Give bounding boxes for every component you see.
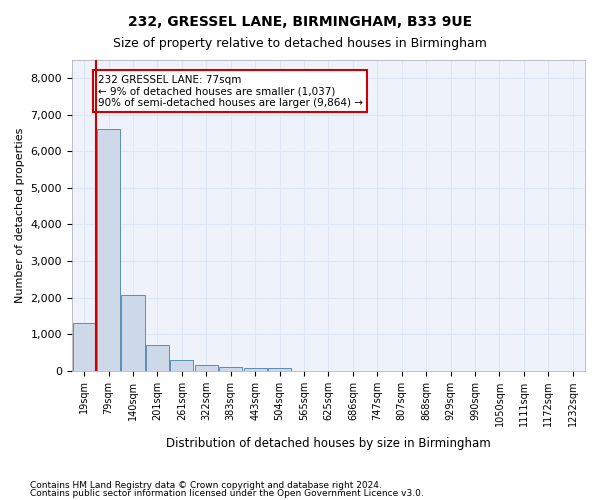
Text: 232 GRESSEL LANE: 77sqm
← 9% of detached houses are smaller (1,037)
90% of semi-: 232 GRESSEL LANE: 77sqm ← 9% of detached… xyxy=(98,74,362,108)
X-axis label: Distribution of detached houses by size in Birmingham: Distribution of detached houses by size … xyxy=(166,437,491,450)
Bar xyxy=(244,368,267,370)
Bar xyxy=(146,345,169,370)
Bar xyxy=(194,365,218,370)
Bar xyxy=(170,360,193,370)
Bar xyxy=(268,368,291,370)
Bar xyxy=(73,323,96,370)
Bar xyxy=(219,367,242,370)
Text: Size of property relative to detached houses in Birmingham: Size of property relative to detached ho… xyxy=(113,38,487,51)
Bar xyxy=(97,130,120,370)
Y-axis label: Number of detached properties: Number of detached properties xyxy=(15,128,25,303)
Bar xyxy=(121,294,145,370)
Text: 232, GRESSEL LANE, BIRMINGHAM, B33 9UE: 232, GRESSEL LANE, BIRMINGHAM, B33 9UE xyxy=(128,15,472,29)
Text: Contains HM Land Registry data © Crown copyright and database right 2024.: Contains HM Land Registry data © Crown c… xyxy=(30,481,382,490)
Text: Contains public sector information licensed under the Open Government Licence v3: Contains public sector information licen… xyxy=(30,488,424,498)
